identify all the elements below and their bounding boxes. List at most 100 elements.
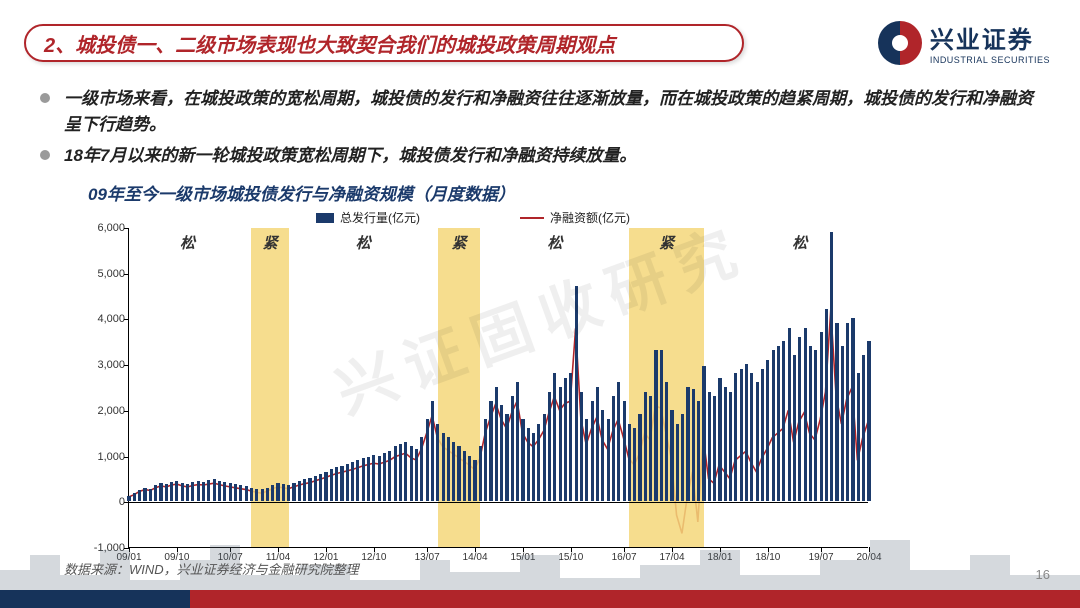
bar xyxy=(644,392,647,502)
bar xyxy=(841,346,844,501)
logo-en: INDUSTRIAL SECURITIES xyxy=(930,55,1050,65)
bar xyxy=(138,490,141,501)
band-label: 紧 xyxy=(263,232,278,253)
bar xyxy=(862,355,865,501)
bar xyxy=(825,309,828,501)
period-label: 松 xyxy=(792,232,807,253)
bar xyxy=(181,483,184,501)
bar xyxy=(676,424,679,502)
band-label: 紧 xyxy=(452,232,467,253)
bar xyxy=(207,480,210,501)
legend-line-swatch xyxy=(520,217,544,219)
bar xyxy=(468,456,471,502)
bullet-item: 一级市场来看，在城投政策的宽松周期，城投债的发行和净融资往往逐渐放量，而在城投政… xyxy=(40,86,1040,137)
bar xyxy=(617,382,620,501)
bar xyxy=(654,350,657,501)
bar xyxy=(559,387,562,501)
legend-line-item: 净融资额(亿元) xyxy=(520,209,630,226)
bar xyxy=(601,410,604,501)
bar xyxy=(372,455,375,502)
bar xyxy=(692,389,695,501)
bar xyxy=(319,474,322,501)
page-number: 16 xyxy=(1036,567,1050,582)
bar xyxy=(388,451,391,501)
bar xyxy=(580,392,583,502)
bar xyxy=(479,446,482,501)
chart-plot-area: -1,00001,0002,0003,0004,0005,0006,000紧紧紧… xyxy=(128,228,868,548)
bar xyxy=(234,484,237,501)
bar xyxy=(532,433,535,502)
bar xyxy=(303,479,306,501)
bar xyxy=(740,369,743,502)
y-tick-label: 0 xyxy=(87,496,125,508)
y-tick-label: 6,000 xyxy=(87,222,125,234)
bar xyxy=(553,373,556,501)
bar xyxy=(702,366,705,501)
bar xyxy=(521,419,524,501)
bar xyxy=(378,456,381,502)
y-tick-label: 2,000 xyxy=(87,405,125,417)
bar xyxy=(298,481,301,502)
bar xyxy=(159,483,162,501)
bullet-text: 18年7月以来的新一轮城投政策宽松周期下，城投债发行和净融资持续放量。 xyxy=(64,143,636,169)
bar xyxy=(543,414,546,501)
bar xyxy=(127,496,130,501)
bar xyxy=(436,424,439,502)
data-source: 数据来源：WIND，兴业证券经济与金融研究院整理 xyxy=(64,559,359,578)
bar xyxy=(782,341,785,501)
bar xyxy=(362,458,365,501)
band-label: 紧 xyxy=(659,232,674,253)
bar xyxy=(718,378,721,501)
bar xyxy=(835,323,838,501)
bar xyxy=(756,382,759,501)
bar xyxy=(670,410,673,501)
bar xyxy=(569,373,572,501)
bar xyxy=(340,466,343,502)
period-label: 松 xyxy=(547,232,562,253)
bullet-dot-icon xyxy=(40,93,50,103)
bar xyxy=(239,485,242,501)
bar xyxy=(745,364,748,501)
bar xyxy=(713,396,716,501)
bar xyxy=(255,489,258,502)
bar xyxy=(149,489,152,502)
bar xyxy=(809,346,812,501)
bar xyxy=(175,481,178,502)
bar xyxy=(489,401,492,502)
bar xyxy=(484,419,487,501)
legend-line-label: 净融资额(亿元) xyxy=(550,209,630,226)
bar xyxy=(154,485,157,501)
bar xyxy=(527,428,530,501)
bar xyxy=(266,488,269,502)
bar xyxy=(697,401,700,502)
period-label: 松 xyxy=(356,232,371,253)
bar xyxy=(457,446,460,501)
chart-title: 09年至今一级市场城投债发行与净融资规模（月度数据） xyxy=(88,180,858,205)
bar xyxy=(261,489,264,501)
bar xyxy=(314,476,317,501)
bar xyxy=(628,424,631,502)
bar xyxy=(197,481,200,502)
chart-container: 09年至今一级市场城投债发行与净融资规模（月度数据） 总发行量(亿元) 净融资额… xyxy=(88,180,858,548)
footer-bar xyxy=(0,590,1080,608)
bar xyxy=(383,453,386,501)
section-title: 2、城投债一、二级市场表现也大致契合我们的城投政策周期观点 xyxy=(44,29,615,58)
bar xyxy=(729,392,732,502)
bar xyxy=(463,451,466,501)
bullet-item: 18年7月以来的新一轮城投政策宽松周期下，城投债发行和净融资持续放量。 xyxy=(40,143,1040,169)
y-tick-label: 4,000 xyxy=(87,313,125,325)
logo-cn: 兴业证券 xyxy=(930,20,1050,55)
bar xyxy=(564,378,567,501)
bar xyxy=(447,437,450,501)
bar xyxy=(143,488,146,502)
bar xyxy=(851,318,854,501)
bar xyxy=(708,392,711,502)
bar xyxy=(213,479,216,501)
y-tick-label: 1,000 xyxy=(87,451,125,463)
bar xyxy=(223,482,226,501)
bar xyxy=(820,332,823,501)
bar xyxy=(442,433,445,502)
bar xyxy=(772,350,775,501)
bar xyxy=(734,373,737,501)
bar xyxy=(548,392,551,502)
